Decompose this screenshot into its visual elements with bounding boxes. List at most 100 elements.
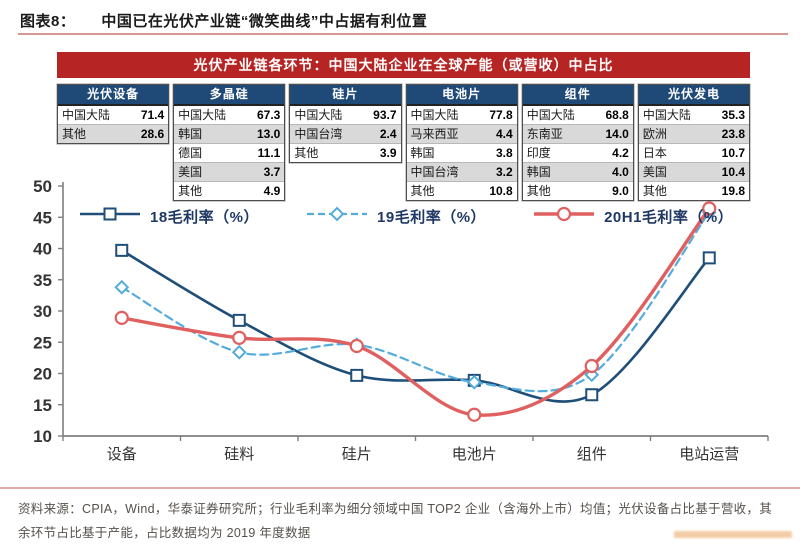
share-value: 3.8 <box>496 146 513 160</box>
table-row: 欧洲 23.8 <box>638 125 750 144</box>
table-row: 其他 10.8 <box>407 182 517 200</box>
share-value: 10.8 <box>489 184 513 198</box>
table-row: 中国大陆 77.8 <box>406 106 517 125</box>
table-row: 其他 9.0 <box>523 182 633 200</box>
share-table-4: 组件 中国大陆 68.8 东南亚 14.0 印度 4.2 韩国 4.0 其他 9.0 <box>521 84 634 201</box>
share-value: 77.8 <box>489 108 513 122</box>
share-value: 10.7 <box>721 146 746 160</box>
table-row: 其他 19.8 <box>639 182 749 200</box>
table-row: 韩国 4.0 <box>522 163 633 182</box>
table-row: 其他 3.9 <box>290 144 400 162</box>
region-name: 中国台湾 <box>294 127 343 141</box>
source-note: 资料来源：CPIA，Wind，华泰证券研究所；行业毛利率为细分领域中国 TOP2… <box>0 487 800 540</box>
axes: 10 15 20 25 30 35 40 45 50 设备 硅料 硅片 电池片 组件 电站运营 <box>33 177 769 463</box>
y-tick-label: 45 <box>33 208 52 227</box>
y-tick-label: 30 <box>33 302 52 321</box>
share-value: 67.3 <box>256 108 281 122</box>
table-row: 中国台湾 2.4 <box>290 125 401 144</box>
share-value: 9.0 <box>612 184 629 198</box>
figure-label: 图表8： <box>20 13 76 30</box>
table-row: 中国大陆 68.8 <box>522 106 633 125</box>
table-row: 其他 28.6 <box>58 125 169 143</box>
table-row: 德国 11.1 <box>174 144 285 163</box>
table-row: 东南亚 14.0 <box>522 125 633 144</box>
table-row: 中国大陆 35.3 <box>638 106 750 125</box>
figure-title: 图表8： 中国已在光伏产业链“微笑曲线”中占据有利位置 <box>20 10 786 31</box>
share-value: 4.4 <box>496 127 513 141</box>
table-row: 韩国 3.8 <box>406 144 517 163</box>
table-row: 印度 4.2 <box>522 144 633 163</box>
table-title: 多晶硅 <box>174 85 285 106</box>
region-name: 欧洲 <box>642 127 667 141</box>
region-name: 日本 <box>642 146 667 160</box>
share-value: 10.4 <box>721 165 746 179</box>
table-row: 韩国 13.0 <box>174 125 285 144</box>
y-tick-label: 10 <box>33 427 52 446</box>
margin-line-chart: 10 15 20 25 30 35 40 45 50 设备 硅料 硅片 电池片 组件 电站运营 <box>33 177 769 463</box>
share-value: 93.7 <box>373 108 397 122</box>
region-name: 马来西亚 <box>410 127 459 141</box>
x-tick-label: 电站运营 <box>679 446 739 463</box>
title-underline <box>18 33 788 35</box>
share-value: 3.9 <box>379 146 397 160</box>
share-value: 13.0 <box>256 127 281 141</box>
table-row: 日本 10.7 <box>638 144 750 163</box>
share-table-0: 光伏设备 中国大陆 71.4 其他 28.6 <box>57 84 170 144</box>
share-value: 3.7 <box>263 165 281 179</box>
y-tick-label: 25 <box>33 333 52 352</box>
share-table-5: 光伏发电中国大陆 35.3 欧洲 23.8 日本 10.7 美国 10.4 其他 19.8 <box>637 84 751 201</box>
region-name: 美国 <box>178 165 203 179</box>
region-name: 德国 <box>178 146 203 160</box>
region-name: 中国大陆 <box>178 108 227 122</box>
share-value: 3.2 <box>496 165 513 179</box>
share-value: 4.9 <box>263 184 281 198</box>
table-row: 中国大陆 93.7 <box>290 106 401 125</box>
table-title: 光伏发电 <box>638 85 750 106</box>
series-20H1毛利率（%） <box>114 201 717 422</box>
share-value: 11.1 <box>257 146 281 160</box>
y-tick-label: 40 <box>33 240 52 259</box>
table-row: 中国大陆 71.4 <box>58 106 169 125</box>
table-row: 美国 10.4 <box>638 163 750 182</box>
table-row: 马来西亚 4.4 <box>406 125 517 144</box>
section-banner: 光伏产业链各环节：中国大陆企业在全球产能（或营收）中占比 <box>57 52 750 78</box>
region-name: 其他 <box>410 184 435 198</box>
table-title: 光伏设备 <box>58 85 169 106</box>
x-tick-label: 硅料 <box>224 446 254 463</box>
region-name: 其他 <box>178 184 203 198</box>
share-table-1: 多晶硅中国大陆 67.3 韩国 13.0 德国 11.1 美国 3.7 其他 4.9 <box>173 84 286 201</box>
share-value: 35.3 <box>721 108 746 122</box>
legend-label-18: 18毛利率（%） <box>150 209 260 226</box>
region-name: 中国大陆 <box>410 108 459 122</box>
region-name: 韩国 <box>178 127 203 141</box>
legend-swatch-20h1-circle-icon <box>532 206 596 227</box>
watermark <box>674 531 792 538</box>
region-name: 中国大陆 <box>62 108 111 122</box>
share-value: 4.0 <box>612 165 629 179</box>
series-19毛利率（%） <box>114 204 717 393</box>
y-tick-label: 50 <box>33 177 52 196</box>
share-value: 2.4 <box>379 127 397 141</box>
y-tick-label: 35 <box>33 271 52 290</box>
region-name: 中国大陆 <box>642 108 691 122</box>
table-row: 其他 4.9 <box>174 182 284 200</box>
series-18毛利率（%） <box>115 243 716 403</box>
region-name: 韩国 <box>410 146 435 160</box>
x-tick-label: 组件 <box>577 446 607 463</box>
table-row: 中国台湾 3.2 <box>406 163 517 182</box>
share-value: 14.0 <box>605 127 629 141</box>
legend-label-20h1: 20H1毛利率（%） <box>604 209 734 226</box>
region-name: 中国大陆 <box>294 108 343 122</box>
legend-swatch-19-diamond-icon <box>305 206 369 227</box>
share-table-2: 硅片 中国大陆 93.7 中国台湾 2.4 其他 3.9 <box>289 84 402 163</box>
share-tables: 光伏设备 中国大陆 71.4 其他 28.6 多晶硅 中国大陆 67.3 韩国 13.0 德国 11.… <box>57 84 751 201</box>
share-value: 23.8 <box>721 127 746 141</box>
region-name: 其他 <box>526 184 551 198</box>
legend-item-18: 18毛利率（%） <box>78 206 259 227</box>
share-value: 68.8 <box>605 108 629 122</box>
y-tick-label: 15 <box>33 396 52 415</box>
y-tick-label: 20 <box>33 365 52 384</box>
region-name: 韩国 <box>526 165 551 179</box>
figure-title-text: 中国已在光伏产业链“微笑曲线”中占据有利位置 <box>101 13 428 30</box>
region-name: 其他 <box>294 146 319 160</box>
